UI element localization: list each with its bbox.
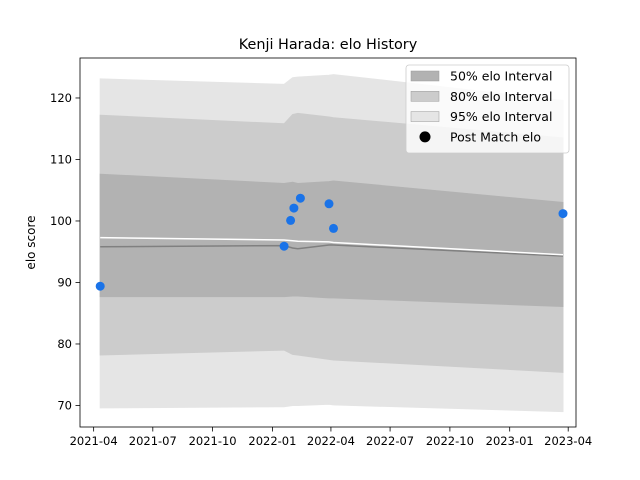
- x-tick-label: 2022-10: [426, 434, 474, 448]
- x-tick-label: 2021-07: [129, 434, 177, 448]
- legend-marker: [419, 131, 431, 143]
- x-tick-label: 2023-01: [486, 434, 534, 448]
- x-tick-label: 2022-07: [366, 434, 414, 448]
- x-tick-label: 2021-04: [70, 434, 118, 448]
- x-tick-label: 2022-04: [307, 434, 355, 448]
- y-tick-label: 120: [50, 91, 72, 105]
- y-tick-label: 80: [57, 337, 72, 351]
- y-tick-label: 100: [50, 214, 72, 228]
- post-match-points: [95, 193, 568, 291]
- post-match-point: [95, 281, 105, 291]
- y-tick-label: 70: [57, 399, 72, 413]
- legend-label: 95% elo Interval: [450, 109, 552, 124]
- post-match-point: [324, 199, 334, 209]
- y-axis: 70 80 90 100 110 120: [50, 91, 80, 413]
- legend-swatch: [410, 91, 440, 102]
- interval-bands: [99, 74, 564, 413]
- legend-swatch: [410, 70, 440, 82]
- y-tick-label: 90: [57, 276, 72, 290]
- y-axis-label: elo score: [24, 215, 38, 269]
- post-match-point: [558, 209, 568, 219]
- legend-box: [405, 64, 570, 154]
- mean-line: [100, 236, 564, 256]
- post-match-point: [286, 215, 296, 225]
- post-match-point: [295, 193, 305, 203]
- x-tick-label: 2023-04: [544, 434, 592, 448]
- band-50-percent: [99, 173, 564, 308]
- post-match-point: [289, 203, 299, 213]
- x-tick-label: 2022-01: [248, 434, 296, 448]
- x-axis: 2021-04 2021-07 2021-10 2022-01 2022-04 2022-…: [70, 427, 592, 448]
- legend: 50% elo Interval 80% elo Interval 95% elo …: [405, 64, 570, 154]
- post-match-point: [329, 223, 338, 233]
- legend-label: 50% elo Interval: [450, 69, 552, 84]
- plot-frame: [79, 57, 577, 428]
- x-tick-label: 2021-10: [189, 434, 237, 448]
- post-match-point: [279, 241, 289, 251]
- legend-swatch: [410, 111, 440, 122]
- y-tick-label: 110: [50, 153, 72, 167]
- chart-title: Kenji Harada: elo History: [239, 37, 418, 53]
- legend-label: Post Match elo: [450, 129, 541, 144]
- legend-label: 80% elo Interval: [450, 89, 552, 104]
